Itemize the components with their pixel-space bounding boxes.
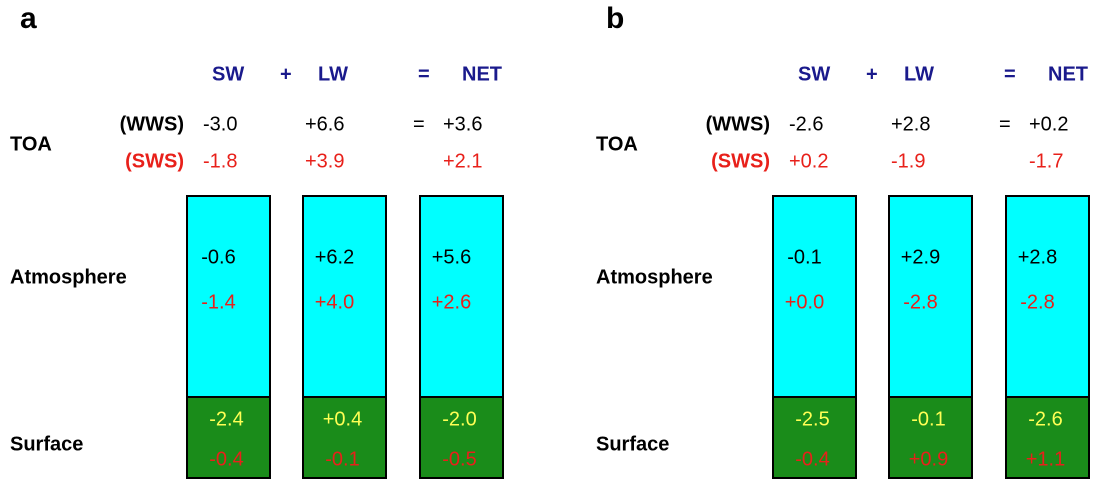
surface-box [419,396,504,479]
surface-box [1005,396,1090,479]
equals-sign: = [413,113,425,135]
atmosphere-value: +5.6 [432,246,471,268]
column-header: LW [904,63,934,85]
toa-value: -3.0 [203,113,237,135]
atmosphere-value: +2.8 [1018,246,1057,268]
column-header: + [280,63,292,85]
surface-value: +0.9 [909,448,948,470]
atmosphere-value: +0.0 [785,291,824,313]
column-header: SW [212,63,244,85]
atmosphere-value: -0.6 [201,246,235,268]
row-label: Surface [10,433,83,455]
toa-value: +0.2 [789,150,828,172]
panel-label: a [20,2,37,35]
case-label: (WWS) [120,113,184,135]
toa-value: +2.1 [443,150,482,172]
atmosphere-value: -2.8 [1020,291,1054,313]
surface-box [772,396,857,479]
atmosphere-value: +2.6 [432,291,471,313]
equals-sign: = [999,113,1011,135]
surface-value: -0.5 [442,448,476,470]
atmosphere-box [1005,195,1090,398]
surface-value: +0.4 [323,408,362,430]
surface-box [888,396,973,479]
row-label: Surface [596,433,669,455]
surface-value: -0.1 [325,448,359,470]
toa-value: -1.7 [1029,150,1063,172]
surface-value: +1.1 [1026,448,1065,470]
atmosphere-box [186,195,271,398]
case-label: (WWS) [706,113,770,135]
toa-value: +2.8 [891,113,930,135]
column-header: NET [462,63,502,85]
column-header: NET [1048,63,1088,85]
column-header: = [1004,63,1016,85]
surface-value: -2.0 [442,408,476,430]
column-header: SW [798,63,830,85]
atmosphere-value: +6.2 [315,246,354,268]
row-label: Atmosphere [10,266,127,288]
row-label: TOA [596,133,638,155]
toa-value: +3.9 [305,150,344,172]
toa-value: -1.8 [203,150,237,172]
atmosphere-value: -1.4 [201,291,235,313]
surface-value: -2.6 [1028,408,1062,430]
atmosphere-box [302,195,387,398]
surface-value: -2.4 [209,408,243,430]
row-label: TOA [10,133,52,155]
panel-label: b [606,2,624,35]
atmosphere-value: -0.1 [787,246,821,268]
toa-value: -2.6 [789,113,823,135]
column-header: LW [318,63,348,85]
toa-value: -1.9 [891,150,925,172]
surface-box [302,396,387,479]
toa-value: +3.6 [443,113,482,135]
surface-value: -0.1 [911,408,945,430]
toa-value: +6.6 [305,113,344,135]
atmosphere-value: -2.8 [903,291,937,313]
case-label: (SWS) [125,150,184,172]
surface-value: -2.5 [795,408,829,430]
surface-value: -0.4 [795,448,829,470]
surface-value: -0.4 [209,448,243,470]
atmosphere-value: +4.0 [315,291,354,313]
surface-box [186,396,271,479]
toa-value: +0.2 [1029,113,1068,135]
row-label: Atmosphere [596,266,713,288]
case-label: (SWS) [711,150,770,172]
column-header: = [418,63,430,85]
atmosphere-value: +2.9 [901,246,940,268]
column-header: + [866,63,878,85]
